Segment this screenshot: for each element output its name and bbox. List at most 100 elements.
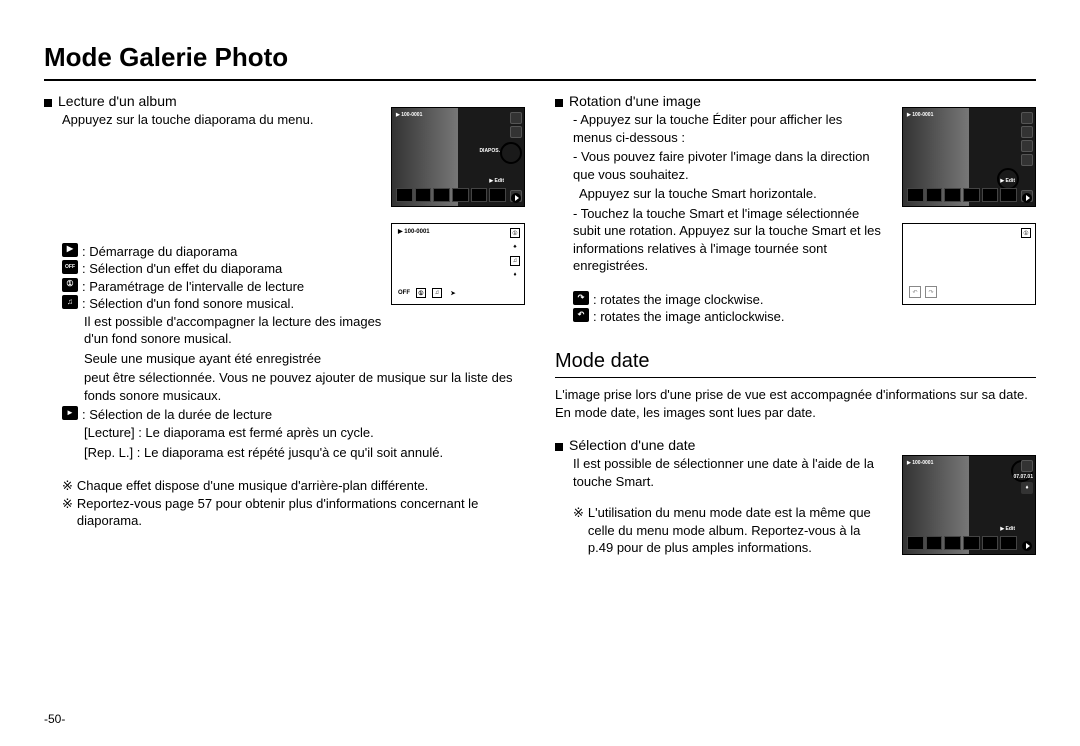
body-text: Il est possible de sélectionner une date… — [573, 455, 883, 490]
body-text: peut être sélectionnée. Vous ne pouvez a… — [84, 369, 525, 404]
footnote-text: Chaque effet dispose d'une musique d'arr… — [77, 477, 428, 495]
scr-date-label: 07.07.01 — [1001, 474, 1033, 480]
scr-file-id: 100-0001 — [912, 112, 933, 118]
thumb — [471, 188, 488, 202]
thumb — [1000, 536, 1017, 550]
subhead-label: Rotation d'une image — [569, 93, 701, 109]
asterisk-icon: ※ — [62, 495, 73, 530]
legend-item: ► : Sélection de la durée de lecture — [62, 406, 525, 424]
camera-screen-settings: ▶ 100-0001 ① ♠ ♫ ♦ OFF ① ♫ ➤ — [391, 223, 525, 305]
music-icon: ♫ — [62, 295, 78, 309]
body-text: Seule une musique ayant été enregistrée — [84, 350, 404, 368]
scr-side-btn: ♦ — [1021, 482, 1033, 494]
asterisk-icon: ※ — [573, 504, 584, 557]
rotate-cw-icon: ↷ — [573, 291, 589, 305]
footnote: ※ Reportez-vous page 57 pour obtenir plu… — [62, 495, 525, 530]
thumb — [944, 188, 961, 202]
footnote-text: Reportez-vous page 57 pour obtenir plus … — [77, 495, 525, 530]
scr-edit-label: Edit — [1006, 526, 1015, 532]
rotate-ccw-icon: ↶ — [573, 308, 589, 322]
scr-off-label: OFF — [398, 290, 410, 296]
thumb — [396, 188, 413, 202]
subhead-label: Lecture d'un album — [58, 93, 177, 109]
footnote-text: L'utilisation du menu mode date est la m… — [588, 504, 883, 557]
section-intro: L'image prise lors d'une prise de vue es… — [555, 386, 1036, 421]
thumb — [982, 536, 999, 550]
off-icon: OFF — [62, 260, 78, 274]
body-text: - Vous pouvez faire pivoter l'image dans… — [573, 148, 883, 183]
intro-text: Appuyez sur la touche diaporama du menu. — [62, 111, 402, 129]
camera-screen-date: ▶ 100-0001 07.07.01 ♦ ▶ Edit — [902, 455, 1036, 555]
legend-text: : Sélection d'un fond sonore musical. — [82, 295, 294, 313]
thumb — [944, 536, 961, 550]
body-text: Il est possible d'accompagner la lecture… — [84, 313, 404, 348]
scr-edit-label: Edit — [495, 178, 504, 184]
camera-screen-diaporama: ▶ 100-0001 DIAPOS. ▶ Edit — [391, 107, 525, 207]
scr-btn: ➤ — [448, 288, 458, 298]
scr-btn: ♫ — [432, 288, 442, 298]
rotate-ccw-btn-icon: ↶ — [909, 286, 921, 298]
scr-btn: ♦ — [510, 270, 520, 280]
legend-text: : Démarrage du diaporama — [82, 243, 237, 261]
legend-text: : rotates the image clockwise. — [593, 291, 764, 309]
footnote: ※ Chaque effet dispose d'une musique d'a… — [62, 477, 525, 495]
subhead-label: Sélection d'une date — [569, 437, 695, 453]
scr-btn: ♠ — [510, 242, 520, 252]
thumb — [415, 188, 432, 202]
section-title-mode-date: Mode date — [555, 350, 1036, 378]
bullet-square — [44, 99, 52, 107]
bullet-square — [555, 443, 563, 451]
body-text: [Lecture] : Le diaporama est fermé après… — [84, 424, 525, 442]
bullet-square — [555, 99, 563, 107]
scr-side-btn — [1021, 154, 1033, 166]
play-button-icon — [1022, 193, 1032, 203]
duration-icon: ► — [62, 406, 78, 420]
play-icon: ▶ — [62, 243, 78, 257]
page-number: -50- — [44, 712, 65, 726]
body-text: Appuyez sur la touche Smart horizontale. — [579, 185, 883, 203]
thumb — [489, 188, 506, 202]
rotate-cw-btn-icon: ↷ — [925, 286, 937, 298]
thumb — [907, 536, 924, 550]
camera-screen-rotate: ① ↶ ↷ — [902, 223, 1036, 305]
legend-text: : Sélection d'un effet du diaporama — [82, 260, 282, 278]
subhead-selection-date: Sélection d'une date — [555, 437, 1036, 453]
thumb — [452, 188, 469, 202]
thumb — [926, 536, 943, 550]
page-title: Mode Galerie Photo — [44, 42, 1036, 81]
scr-btn: ♫ — [510, 256, 520, 266]
thumb — [926, 188, 943, 202]
body-text: - Appuyez sur la touche Éditer pour affi… — [573, 111, 883, 146]
thumb — [982, 188, 999, 202]
legend-text: : Paramétrage de l'intervalle de lecture — [82, 278, 304, 296]
camera-screen-edit: ▶ 100-0001 ▶ Edit — [902, 107, 1036, 207]
thumb — [433, 188, 450, 202]
legend-text: : Sélection de la durée de lecture — [82, 406, 272, 424]
interval-icon: ① — [62, 278, 78, 292]
scr-side-btn — [1021, 126, 1033, 138]
scr-side-btn — [1021, 460, 1033, 472]
thumb — [1000, 188, 1017, 202]
legend-item: ↶ : rotates the image anticlockwise. — [573, 308, 1036, 326]
legend-text: : rotates the image anticlockwise. — [593, 308, 784, 326]
scr-diapos-label: DIAPOS. — [479, 148, 500, 154]
scr-file-id: 100-0001 — [404, 229, 429, 235]
scr-btn: ① — [416, 288, 426, 298]
scr-btn: ① — [510, 228, 520, 238]
scr-side-btn — [510, 126, 522, 138]
thumb — [963, 536, 980, 550]
asterisk-icon: ※ — [62, 477, 73, 495]
scr-side-btn — [510, 112, 522, 124]
scr-btn: ① — [1021, 228, 1031, 238]
body-text: [Rep. L.] : Le diaporama est répété jusq… — [84, 444, 525, 462]
scr-side-btn — [1021, 112, 1033, 124]
scr-side-btn — [1021, 140, 1033, 152]
body-text: - Touchez la touche Smart et l'image sél… — [573, 205, 883, 275]
scr-file-id: 100-0001 — [912, 460, 933, 466]
scr-file-id: ▶ 100-0001 — [396, 112, 422, 118]
thumb — [963, 188, 980, 202]
scr-edit-label: Edit — [1006, 178, 1015, 184]
footnote: ※ L'utilisation du menu mode date est la… — [573, 504, 883, 557]
thumb — [907, 188, 924, 202]
play-button-icon — [511, 193, 521, 203]
